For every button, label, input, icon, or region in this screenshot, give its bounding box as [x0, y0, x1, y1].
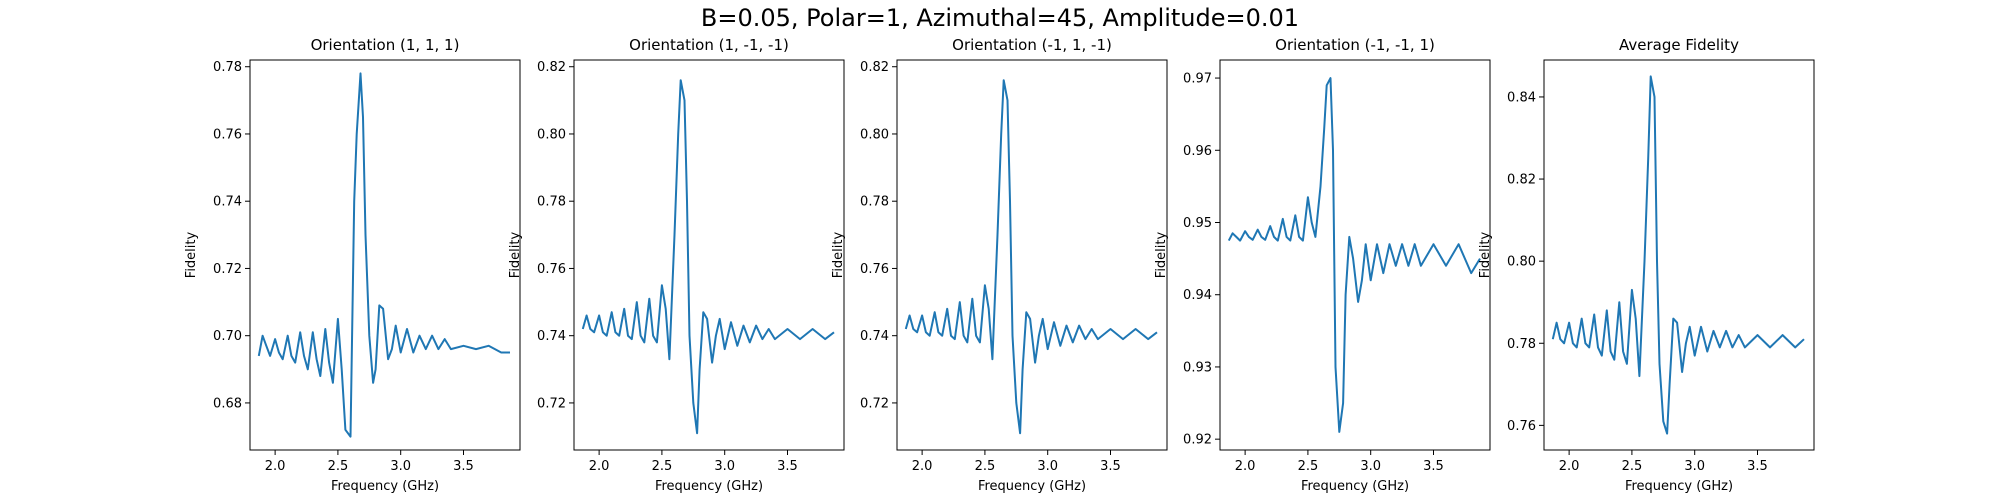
y-tick-label: 0.80: [860, 127, 889, 142]
y-tick-label: 0.78: [213, 60, 242, 75]
subplot-title: Orientation (-1, 1, -1): [952, 36, 1112, 54]
x-tick-label: 3.5: [453, 459, 474, 474]
subplot-5: Average Fidelity 2.0 2.5 3.0 3.5 0.76 0.78 0.80…: [1478, 36, 1815, 494]
figure-title: B=0.05, Polar=1, Azimuthal=45, Amplitude…: [700, 4, 1300, 32]
y-tick-label: 0.96: [1183, 144, 1212, 159]
x-tick-label: 2.0: [1559, 459, 1580, 474]
series-line: [581, 79, 835, 435]
series-line: [904, 79, 1158, 435]
y-tick-label: 0.94: [1183, 288, 1212, 303]
x-axis-label: Frequency (GHz): [1301, 479, 1409, 494]
y-tick-label: 0.70: [213, 329, 242, 344]
x-tick-label: 3.5: [1100, 459, 1121, 474]
x-tick-label: 2.5: [328, 459, 349, 474]
series-line: [1551, 75, 1805, 435]
y-tick-label: 0.82: [860, 60, 889, 75]
x-tick-label: 2.5: [652, 459, 673, 474]
subplot-title: Orientation (1, 1, 1): [311, 36, 460, 54]
plot-frame: [1543, 59, 1815, 451]
x-tick-label: 2.5: [1622, 459, 1643, 474]
x-tick-label: 2.5: [1298, 459, 1319, 474]
x-tick-label: 3.5: [1423, 459, 1444, 474]
x-axis-label: Frequency (GHz): [1625, 479, 1733, 494]
y-tick-label: 0.78: [860, 195, 889, 210]
y-axis-label: Fidelity: [1478, 231, 1493, 278]
y-axis-label: Fidelity: [184, 231, 199, 278]
y-axis-label: Fidelity: [1154, 231, 1169, 278]
x-tick-label: 3.0: [1684, 459, 1705, 474]
series-line: [257, 72, 510, 438]
x-tick-label: 3.5: [777, 459, 798, 474]
subplot-title: Average Fidelity: [1619, 36, 1739, 54]
x-tick-label: 3.0: [1360, 459, 1381, 474]
x-tick-label: 2.0: [1235, 459, 1256, 474]
x-tick-label: 2.5: [975, 459, 996, 474]
y-tick-label: 0.82: [537, 60, 566, 75]
y-tick-label: 0.72: [860, 396, 889, 411]
x-axis-label: Frequency (GHz): [978, 479, 1086, 494]
plot-frame: [573, 59, 845, 451]
y-tick-label: 0.80: [1507, 255, 1536, 270]
y-tick-label: 0.93: [1183, 360, 1212, 375]
x-tick-label: 2.0: [912, 459, 933, 474]
subplot-1: Orientation (1, 1, 1) 2.0 2.5 3.0 3.5 0.68 0.7…: [184, 36, 521, 494]
y-tick-label: 0.74: [213, 195, 242, 210]
y-tick-label: 0.84: [1507, 90, 1536, 105]
y-axis-label: Fidelity: [508, 231, 523, 278]
x-axis-label: Frequency (GHz): [655, 479, 763, 494]
y-axis-label: Fidelity: [831, 231, 846, 278]
y-tick-label: 0.76: [1507, 419, 1536, 434]
y-tick-label: 0.74: [537, 329, 566, 344]
subplot-3: Orientation (-1, 1, -1) 2.0 2.5 3.0 3.5 0.72 0…: [831, 36, 1168, 494]
y-tick-label: 0.76: [860, 262, 889, 277]
x-tick-label: 3.0: [390, 459, 411, 474]
y-tick-label: 0.74: [860, 329, 889, 344]
y-tick-label: 0.97: [1183, 72, 1212, 87]
plot-frame: [249, 59, 521, 451]
y-tick-label: 0.92: [1183, 433, 1212, 448]
series-line: [1227, 77, 1481, 433]
subplot-2: Orientation (1, -1, -1) 2.0 2.5 3.0 3.5 0.72 0…: [508, 36, 845, 494]
y-tick-label: 0.72: [537, 396, 566, 411]
y-tick-label: 0.82: [1507, 173, 1536, 188]
x-tick-label: 2.0: [589, 459, 610, 474]
x-axis-label: Frequency (GHz): [331, 479, 439, 494]
y-tick-label: 0.76: [537, 262, 566, 277]
y-tick-label: 0.78: [1507, 337, 1536, 352]
y-tick-label: 0.68: [213, 396, 242, 411]
plot-frame: [1219, 59, 1491, 451]
y-tick-label: 0.76: [213, 127, 242, 142]
x-tick-label: 3.0: [714, 459, 735, 474]
x-tick-label: 3.0: [1037, 459, 1058, 474]
y-tick-label: 0.72: [213, 262, 242, 277]
x-tick-label: 2.0: [265, 459, 286, 474]
subplot-title: Orientation (-1, -1, 1): [1275, 36, 1435, 54]
y-tick-label: 0.78: [537, 195, 566, 210]
x-tick-label: 3.5: [1747, 459, 1768, 474]
subplot-4: Orientation (-1, -1, 1) 2.0 2.5 3.0 3.5 0.92 0…: [1154, 36, 1491, 494]
plot-frame: [896, 59, 1168, 451]
subplot-title: Orientation (1, -1, -1): [629, 36, 789, 54]
y-tick-label: 0.80: [537, 127, 566, 142]
y-tick-label: 0.95: [1183, 216, 1212, 231]
